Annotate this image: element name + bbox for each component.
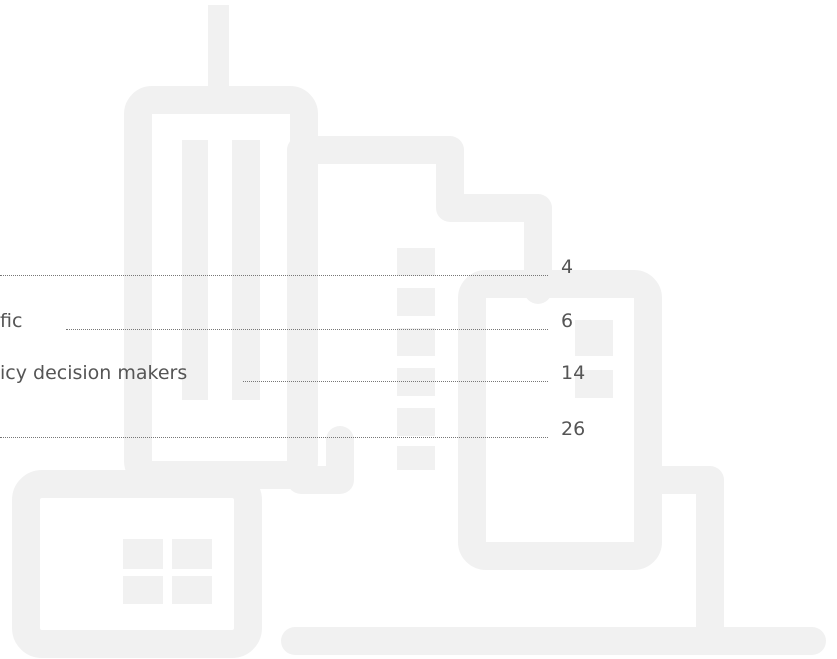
leader xyxy=(66,329,548,330)
toc-entry: icy decision makers 14 xyxy=(0,362,600,390)
entry-title: icy decision makers xyxy=(0,362,187,384)
page-number: 26 xyxy=(561,418,585,440)
leader xyxy=(0,275,548,276)
toc-entry: 4 xyxy=(0,256,600,284)
toc-entry: 26 xyxy=(0,418,600,446)
page-number: 6 xyxy=(561,310,573,332)
leader xyxy=(243,381,548,382)
leader xyxy=(0,437,548,438)
entry-title: fic xyxy=(0,310,22,332)
page-number: 4 xyxy=(561,256,573,278)
toc-entry: fic 6 xyxy=(0,310,600,338)
page-number: 14 xyxy=(561,362,585,384)
page: 4 fic 6 icy decision makers 14 26 (() =>… xyxy=(0,0,837,659)
